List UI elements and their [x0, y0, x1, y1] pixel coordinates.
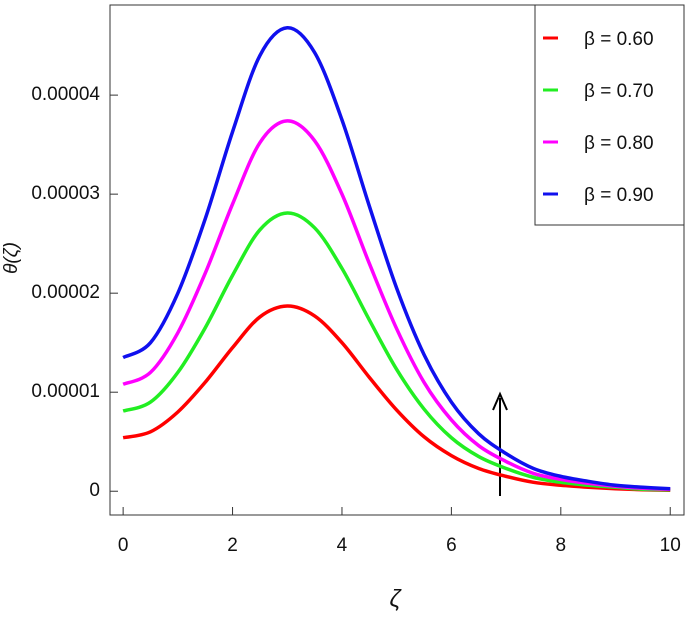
- x-tick-label: 8: [556, 535, 567, 556]
- x-tick-label: 2: [227, 535, 238, 556]
- legend-label: β = 0.90: [584, 185, 654, 206]
- series-line: [122, 304, 671, 492]
- series-line: [122, 211, 671, 492]
- y-tick-label: 0.00004: [31, 84, 100, 105]
- y-tick-label: 0.00002: [31, 282, 100, 303]
- y-tick-label: 0: [89, 480, 100, 501]
- legend-label: β = 0.60: [584, 29, 654, 50]
- x-axis-label: ζ: [389, 585, 402, 612]
- y-tick-label: 0.00001: [31, 381, 100, 402]
- annotation-arrow: [492, 391, 508, 496]
- legend-label: β = 0.70: [584, 81, 654, 102]
- legend-box: [534, 4, 685, 226]
- y-tick-label: 0.00003: [31, 183, 100, 204]
- x-tick-label: 4: [337, 535, 348, 556]
- x-tick-label: 10: [660, 535, 681, 556]
- x-tick-label: 0: [118, 535, 129, 556]
- legend-label: β = 0.80: [584, 133, 654, 154]
- plot-frame: [109, 4, 685, 516]
- x-tick-label: 6: [446, 535, 457, 556]
- series-line: [122, 119, 671, 492]
- y-axis-label: θ(ζ): [1, 242, 22, 274]
- series-line: [122, 26, 671, 491]
